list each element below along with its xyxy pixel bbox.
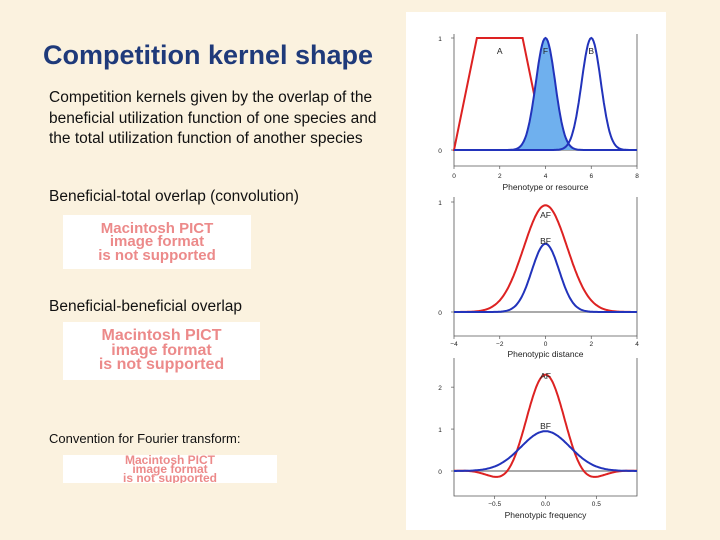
series-label-a: A [497, 46, 503, 56]
pict-line-1: Macintosh PICT [100, 219, 214, 237]
x-tick-label: 0 [452, 173, 456, 180]
y-tick-label: 2 [438, 385, 442, 392]
pict-line-2: image format [109, 233, 205, 251]
x-axis-label: Phenotypic frequency [505, 510, 587, 520]
series-bf-curve [454, 242, 637, 313]
x-tick-label: 6 [589, 173, 593, 180]
x-axis-label: Phenotype or resource [503, 182, 589, 192]
figure-panel: 0 2 4 6 8 Phenotype or resource 0 1 A F B −4 −2 0 2 4 Ph… [406, 12, 666, 530]
kernel-description: Competition kernels given by the overlap… [49, 89, 377, 147]
pict-line-3: is not supported [123, 470, 217, 484]
series-label-f: F [543, 46, 548, 56]
slide-title: Competition kernel shape [43, 40, 374, 70]
pict-line-2: image format [111, 341, 212, 359]
series-af-curve [454, 204, 637, 313]
overlap-fill-F [454, 38, 637, 150]
series-label-bf: BF [540, 236, 551, 246]
series-label-bf: BF [540, 421, 551, 431]
series-b-curve [454, 36, 637, 151]
series-af-curve [454, 373, 637, 478]
x-axis-label: Phenotypic distance [507, 349, 583, 359]
convolution-label: Beneficial-total overlap (convolution) [49, 188, 299, 205]
x-tick-label: 0 [544, 341, 548, 348]
pict-line-1: Macintosh PICT [124, 455, 215, 467]
fourier-label: Convention for Fourier transform: [49, 431, 241, 446]
pict-line-3: is not supported [98, 246, 216, 264]
y-tick-label: 0 [438, 310, 442, 317]
y-tick-label: 1 [438, 200, 442, 207]
series-bf-curve [454, 430, 637, 472]
beneficial-overlap-label: Beneficial-beneficial overlap [49, 298, 243, 315]
x-tick-label: −4 [450, 341, 458, 348]
x-tick-label: −2 [496, 341, 504, 348]
x-tick-label: 4 [635, 341, 639, 348]
x-tick-label: 4 [544, 173, 548, 180]
x-tick-label: 2 [589, 341, 593, 348]
series-label-af: AF [540, 210, 551, 220]
pict-placeholder-beneficial: Macintosh PICT image format is not suppo… [63, 322, 260, 380]
y-tick-label: 0 [438, 469, 442, 476]
series-label-af: AF [540, 371, 551, 381]
y-tick-label: 1 [438, 427, 442, 434]
pict-line-2: image format [132, 461, 208, 476]
x-tick-label: 0.0 [541, 501, 550, 508]
series-label-b: B [588, 46, 594, 56]
x-tick-label: 0.5 [592, 501, 601, 508]
pict-placeholder-fourier: Macintosh PICT image format is not suppo… [63, 455, 277, 483]
y-tick-label: 1 [438, 36, 442, 43]
x-tick-label: −0.5 [488, 501, 501, 508]
y-tick-label: 0 [438, 148, 442, 155]
pict-line-3: is not supported [98, 356, 225, 374]
x-tick-label: 2 [498, 173, 502, 180]
x-tick-label: 8 [635, 173, 639, 180]
pict-placeholder-convolution: Macintosh PICT image format is not suppo… [63, 215, 251, 269]
pict-line-1: Macintosh PICT [101, 327, 222, 345]
